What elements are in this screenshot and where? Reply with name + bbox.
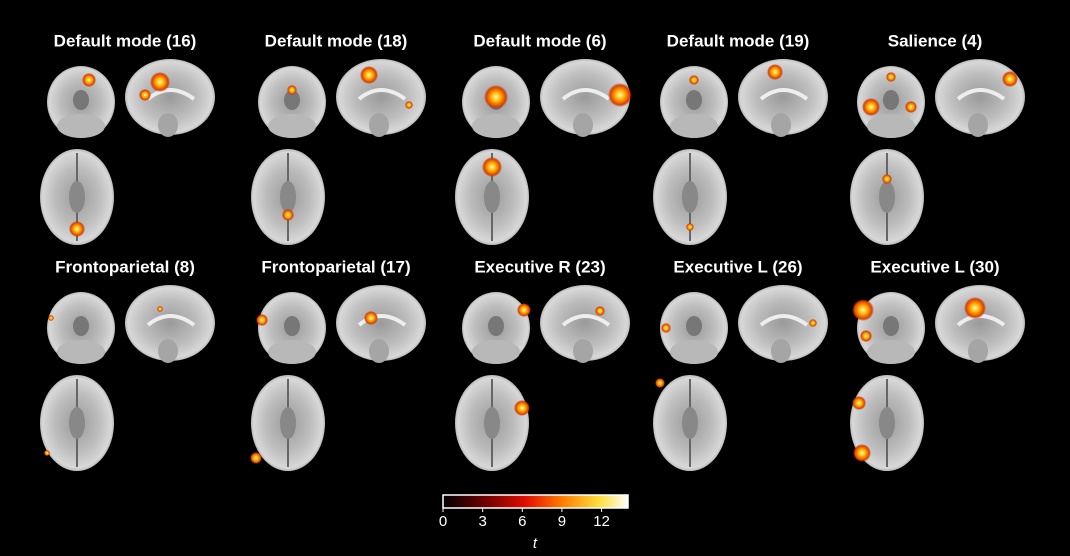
activation bbox=[1002, 71, 1018, 87]
ventricle bbox=[284, 316, 300, 336]
cerebellum bbox=[268, 340, 316, 364]
activation bbox=[852, 396, 866, 410]
cerebellum bbox=[867, 114, 915, 138]
panel-title: Executive L (30) bbox=[870, 257, 999, 276]
brainstem bbox=[771, 113, 791, 137]
cerebellum bbox=[268, 114, 316, 138]
activation bbox=[852, 299, 874, 321]
colorbar-tick-label: 12 bbox=[593, 513, 610, 530]
brainstem bbox=[771, 339, 791, 363]
activation bbox=[139, 89, 151, 101]
panel-title: Default mode (6) bbox=[473, 31, 606, 50]
activation bbox=[595, 306, 605, 316]
activation bbox=[484, 85, 508, 109]
activation bbox=[862, 98, 880, 116]
activation bbox=[364, 311, 378, 325]
activation bbox=[661, 323, 671, 333]
figure: t Default mode (16)Default mode (18)Defa… bbox=[0, 0, 1070, 556]
ventricle bbox=[484, 181, 500, 213]
activation bbox=[157, 306, 163, 312]
activation bbox=[853, 444, 871, 462]
activation bbox=[964, 297, 986, 319]
ventricle bbox=[686, 90, 702, 110]
ventricle bbox=[879, 407, 895, 439]
ventricle bbox=[69, 181, 85, 213]
panel-title: Frontoparietal (8) bbox=[55, 257, 195, 276]
ventricle bbox=[488, 316, 504, 336]
brainstem bbox=[573, 113, 593, 137]
ventricle bbox=[73, 316, 89, 336]
colorbar-tick-label: 0 bbox=[439, 513, 447, 530]
activation bbox=[48, 315, 54, 321]
cerebellum bbox=[472, 114, 520, 138]
page: t Default mode (16)Default mode (18)Defa… bbox=[0, 0, 1070, 556]
activation bbox=[655, 378, 665, 388]
cerebellum bbox=[57, 114, 105, 138]
colorbar bbox=[443, 495, 628, 508]
brainstem bbox=[369, 113, 389, 137]
activation bbox=[69, 221, 85, 237]
ventricle bbox=[879, 181, 895, 213]
ventricle bbox=[682, 407, 698, 439]
colorbar-tick-label: 6 bbox=[518, 513, 526, 530]
activation bbox=[360, 66, 378, 84]
activation bbox=[287, 85, 297, 95]
brainstem bbox=[158, 113, 178, 137]
activation bbox=[82, 73, 96, 87]
activation bbox=[517, 303, 531, 317]
ventricle bbox=[686, 316, 702, 336]
activation bbox=[250, 452, 262, 464]
panel-title: Default mode (16) bbox=[54, 31, 197, 50]
cerebellum bbox=[472, 340, 520, 364]
activation bbox=[608, 83, 632, 107]
ventricle bbox=[484, 407, 500, 439]
activation bbox=[482, 157, 502, 177]
activation bbox=[44, 450, 50, 456]
panel-title: Default mode (18) bbox=[265, 31, 408, 50]
cerebellum bbox=[670, 340, 718, 364]
activation bbox=[150, 72, 170, 92]
ventricle bbox=[280, 407, 296, 439]
panel-title: Salience (4) bbox=[888, 31, 983, 50]
brainstem bbox=[573, 339, 593, 363]
brainstem bbox=[968, 113, 988, 137]
panel-title: Executive L (26) bbox=[673, 257, 802, 276]
ventricle bbox=[883, 90, 899, 110]
activation bbox=[882, 174, 892, 184]
activation bbox=[405, 101, 413, 109]
activation bbox=[905, 101, 917, 113]
brainstem bbox=[369, 339, 389, 363]
ventricle bbox=[682, 181, 698, 213]
colorbar-tick-label: 3 bbox=[478, 513, 486, 530]
activation bbox=[809, 319, 817, 327]
activation bbox=[514, 400, 530, 416]
activation bbox=[860, 330, 872, 342]
ventricle bbox=[69, 407, 85, 439]
activation bbox=[256, 314, 268, 326]
panel-title: Executive R (23) bbox=[474, 257, 605, 276]
colorbar-tick-label: 9 bbox=[558, 513, 566, 530]
ventricle bbox=[883, 316, 899, 336]
activation bbox=[886, 72, 896, 82]
panel-title: Default mode (19) bbox=[667, 31, 810, 50]
panel-title: Frontoparietal (17) bbox=[261, 257, 410, 276]
activation bbox=[767, 64, 783, 80]
activation bbox=[686, 223, 694, 231]
activation bbox=[282, 209, 294, 221]
ventricle bbox=[280, 181, 296, 213]
cerebellum bbox=[867, 340, 915, 364]
brainstem bbox=[968, 339, 988, 363]
activation bbox=[689, 75, 699, 85]
cerebellum bbox=[670, 114, 718, 138]
cerebellum bbox=[57, 340, 105, 364]
brainstem bbox=[158, 339, 178, 363]
ventricle bbox=[73, 90, 89, 110]
